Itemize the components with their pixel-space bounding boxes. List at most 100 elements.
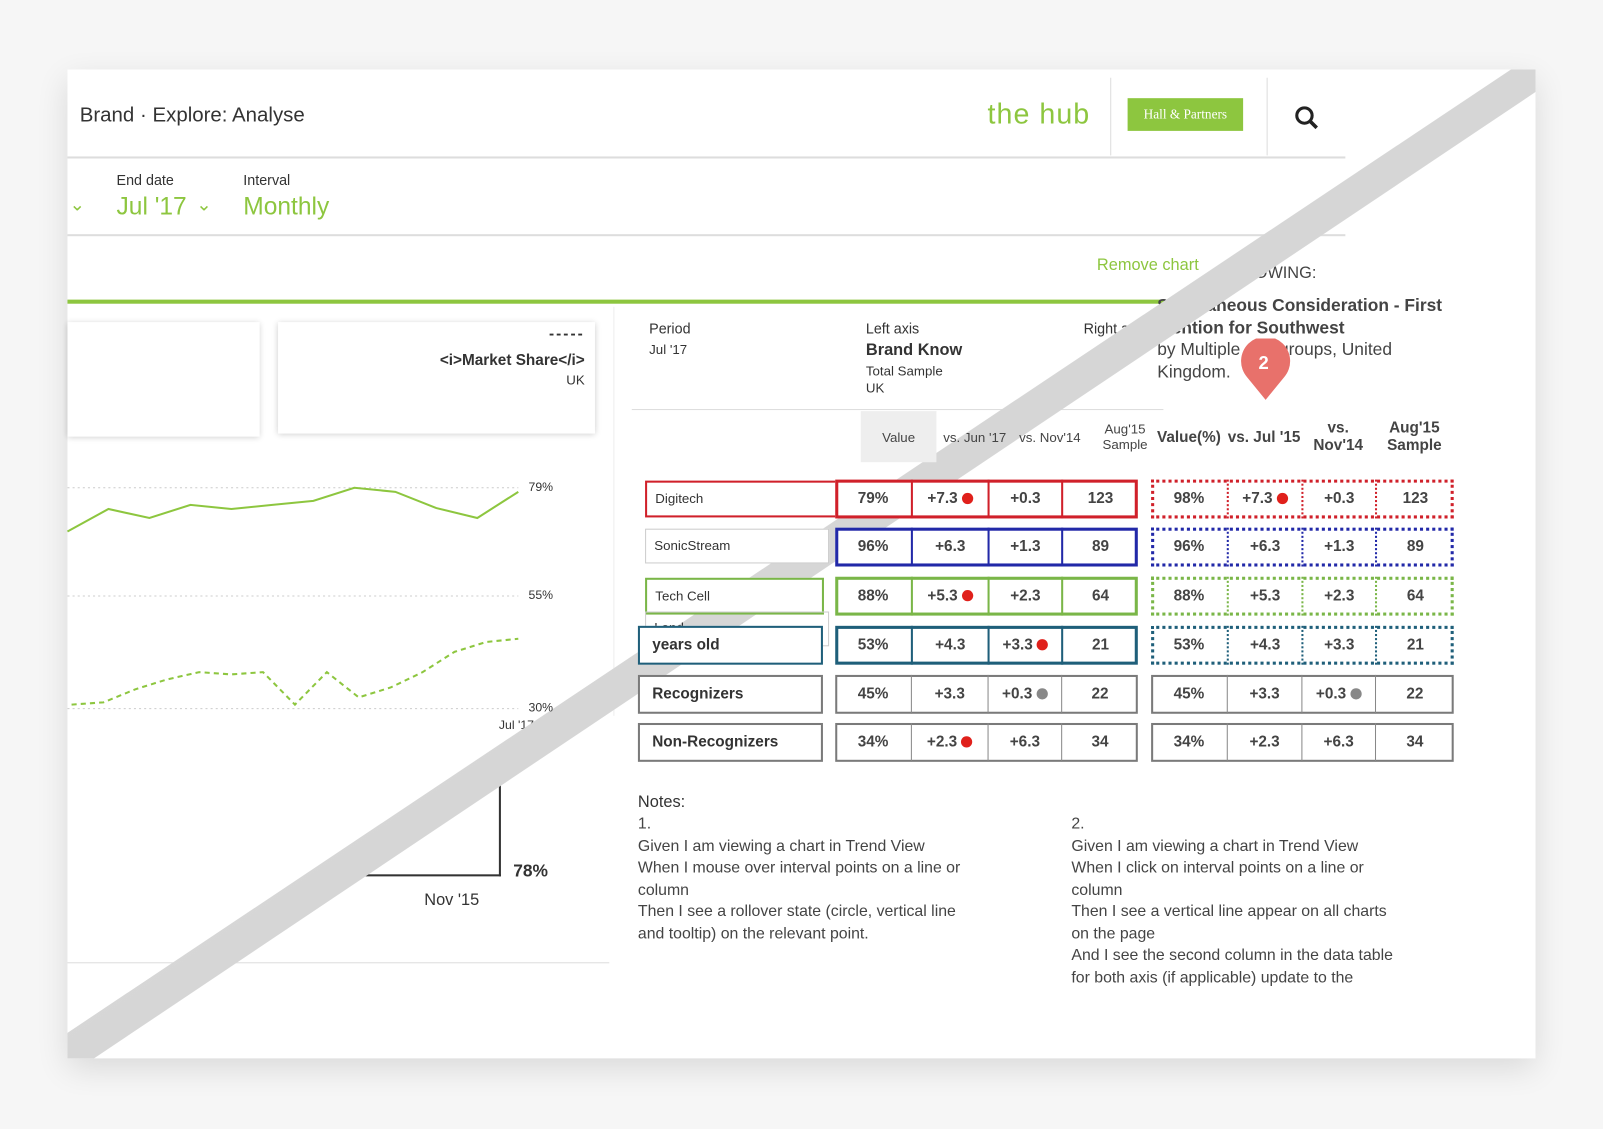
row-label: SonicStream <box>645 528 830 564</box>
cell-text: +2.3 <box>1010 586 1041 605</box>
cell-text: 21 <box>1406 636 1424 654</box>
table-cell: +5.3 <box>1226 576 1302 616</box>
trend-line <box>71 637 519 707</box>
table-cell: +2.3 <box>910 722 988 762</box>
column-header: vs. Nov'14 <box>1019 428 1081 445</box>
info-title: Brand Know <box>865 341 963 359</box>
cell-text: 96% <box>1173 537 1205 556</box>
y-tick-label: 30% <box>528 700 554 715</box>
status-dot <box>1276 492 1288 505</box>
row-frame <box>835 479 1138 519</box>
table-cell: +6.3 <box>910 527 988 567</box>
table-cell: +7.3 <box>1226 479 1302 519</box>
cell-text: 64 <box>1406 586 1424 605</box>
note-line: column <box>1071 880 1123 899</box>
row-frame <box>835 674 1138 714</box>
info-value: Jul '17 <box>649 341 688 357</box>
cell-text: 123 <box>1402 489 1429 508</box>
cell-text: +3.3 <box>1324 636 1355 654</box>
legend-region: UK <box>566 372 585 388</box>
table-cell: +3.3 <box>1301 625 1375 665</box>
table-cell: +2.3 <box>987 576 1062 616</box>
table-cell: +6.3 <box>1301 722 1375 762</box>
legend-card <box>278 322 595 434</box>
chevron[interactable]: ⌄ <box>69 194 85 215</box>
info-label: Period <box>649 320 691 337</box>
legend-card <box>67 322 260 437</box>
table-cell: 64 <box>1061 576 1138 616</box>
legend-title: <i>Market Share</i> <box>439 351 585 370</box>
cell-text: 22 <box>1406 685 1424 703</box>
info-value: UK <box>865 380 885 396</box>
note-line: When I click on interval points on a lin… <box>1071 858 1364 877</box>
table-cell: +5.3 <box>910 576 988 616</box>
table-cell: 98% <box>1151 480 1227 519</box>
cell-text: +6.3 <box>1009 733 1040 751</box>
table-cell: +2.3 <box>1301 576 1375 616</box>
note-line: Then I see a vertical line appear on all… <box>1071 902 1387 921</box>
table-cell: 88% <box>835 577 911 616</box>
note-line: for both axis (if applicable) update to … <box>1071 968 1354 987</box>
table-cell: 123 <box>1061 479 1138 519</box>
y-tick-label: 55% <box>528 587 554 603</box>
note-line: Given I am viewing a chart in Trend View <box>1071 836 1359 855</box>
remove-chart[interactable]: Remove chart <box>1096 256 1199 275</box>
table-cell: +0.3 <box>987 479 1062 519</box>
cell-text: 88% <box>1173 586 1205 605</box>
row-label: Recognizers <box>637 674 823 714</box>
status-dot <box>1036 688 1048 700</box>
filter-value[interactable]: Jul '17 <box>116 193 187 221</box>
table-cell: 53% <box>1151 626 1227 665</box>
table-cell: +0.3 <box>987 674 1062 714</box>
chart-panel-edge <box>613 306 615 716</box>
cell-text: 123 <box>1087 489 1114 508</box>
search-icon[interactable] <box>1294 105 1321 132</box>
note-line: Then I see a rollover state (circle, ver… <box>637 902 956 921</box>
chevron[interactable]: ⌄ <box>196 194 212 215</box>
cell-text: +6.3 <box>935 537 966 556</box>
cell-text: 45% <box>857 685 889 703</box>
cell-text: +2.3 <box>1249 733 1280 751</box>
brand-logo: the hub <box>987 98 1091 130</box>
status-dot <box>961 492 974 505</box>
lower-axis <box>362 782 501 877</box>
cell-text: +4.3 <box>935 636 966 654</box>
row-label: Digitech <box>645 480 858 518</box>
note-line: 1. <box>637 815 652 833</box>
table-cell: 22 <box>1061 674 1138 714</box>
cell-text: 96% <box>857 537 889 556</box>
trend-line <box>66 486 519 533</box>
showing-title: Spontaneous Consideration - First Mentio… <box>1157 295 1443 338</box>
lower-value: 78% <box>513 861 548 881</box>
cell-text: 21 <box>1091 636 1110 654</box>
cell-text: +0.3 <box>1002 685 1033 703</box>
partner-logo[interactable]: Hall & Partners <box>1127 98 1244 131</box>
note-line: And I see the second column in the data … <box>1071 946 1393 965</box>
row-label: years old <box>637 625 823 665</box>
table-cell: 89 <box>1374 527 1454 567</box>
cell-text: +2.3 <box>926 733 958 751</box>
table-cell: 89 <box>1061 527 1138 567</box>
table-cell: +3.3 <box>910 674 988 714</box>
cell-text: +0.3 <box>1315 685 1347 703</box>
cell-text: 98% <box>1173 489 1205 508</box>
table-cell: 96% <box>835 528 911 567</box>
cell-text: +7.3 <box>927 489 958 508</box>
table-cell: +1.3 <box>1301 527 1375 567</box>
table-cell: 64 <box>1374 576 1454 616</box>
row-frame <box>835 576 1138 616</box>
table-cell: 96% <box>1151 528 1227 567</box>
column-header: vs. Jun '17 <box>943 428 1007 445</box>
note-line: and tooltip) on the relevant point. <box>637 924 869 943</box>
filter-value[interactable]: Monthly <box>243 193 330 221</box>
table-cell: +7.3 <box>910 479 988 519</box>
note-line: Given I am viewing a chart in Trend View <box>637 836 925 855</box>
cell-text: 89 <box>1406 537 1424 556</box>
cell-text: 53% <box>1173 636 1205 654</box>
filter-label: End date <box>116 171 174 189</box>
cell-text: +5.3 <box>1249 586 1281 605</box>
info-label: Left axis <box>865 320 920 337</box>
column-header: vs. Jul '15 <box>1227 427 1301 446</box>
filter-rule <box>67 234 1346 237</box>
